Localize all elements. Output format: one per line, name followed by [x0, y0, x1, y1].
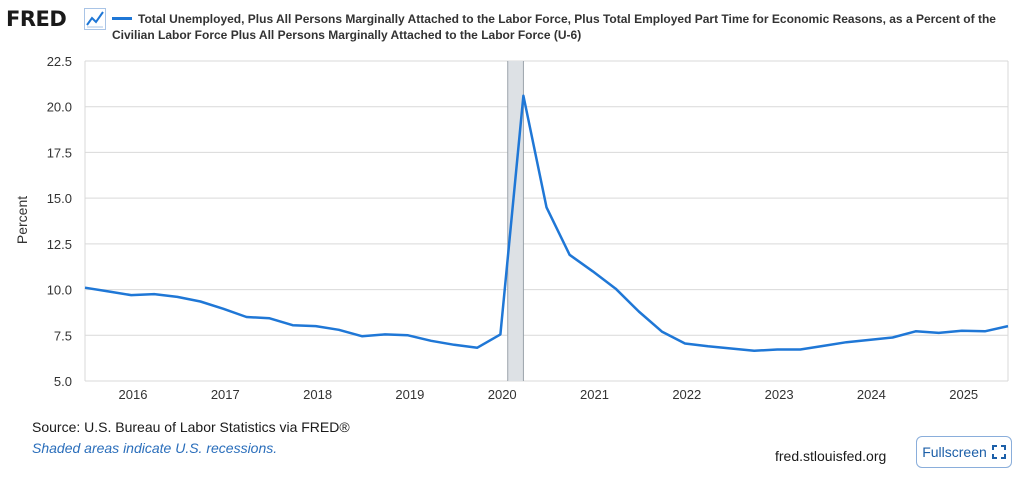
data-point[interactable]	[867, 337, 873, 343]
data-point[interactable]	[151, 291, 157, 297]
line-chart-icon	[84, 8, 106, 30]
data-point[interactable]	[959, 328, 965, 334]
data-point[interactable]	[382, 331, 388, 337]
data-point[interactable]	[82, 285, 88, 291]
data-point[interactable]	[567, 252, 573, 258]
x-tick-label: 2023	[765, 387, 794, 402]
grid-layer	[84, 60, 1009, 382]
data-point[interactable]	[1005, 323, 1011, 329]
data-point[interactable]	[220, 306, 226, 312]
data-point[interactable]	[497, 331, 503, 337]
y-tick-label: 15.0	[47, 191, 72, 206]
legend-label: Total Unemployed, Plus All Persons Margi…	[112, 12, 996, 42]
axis-layer: 5.0 7.5 10.0 12.5 15.0 17.5 20.0 22.5 2016 2017 20…	[47, 54, 978, 402]
legend-swatch	[112, 17, 132, 20]
y-tick-label: 5.0	[54, 374, 72, 389]
data-point[interactable]	[820, 343, 826, 349]
x-tick-label: 2020	[488, 387, 517, 402]
x-tick-label: 2019	[395, 387, 424, 402]
source-note: Source: U.S. Bureau of Labor Statistics …	[32, 419, 350, 435]
data-point[interactable]	[797, 347, 803, 353]
recession-note: Shaded areas indicate U.S. recessions.	[32, 440, 278, 456]
x-tick-label: 2021	[580, 387, 609, 402]
series-layer	[82, 93, 1011, 354]
data-point[interactable]	[336, 327, 342, 333]
fred-logo[interactable]: FRED	[6, 7, 67, 31]
data-point[interactable]	[613, 286, 619, 292]
data-point[interactable]	[913, 328, 919, 334]
fullscreen-button[interactable]: Fullscreen	[916, 436, 1012, 468]
data-point[interactable]	[105, 288, 111, 294]
y-tick-label: 17.5	[47, 145, 72, 160]
x-tick-label: 2016	[119, 387, 148, 402]
data-point[interactable]	[313, 323, 319, 329]
data-point[interactable]	[174, 294, 180, 300]
x-tick-label: 2018	[303, 387, 332, 402]
series-line	[84, 94, 1009, 353]
data-point[interactable]	[474, 345, 480, 351]
data-point[interactable]	[428, 338, 434, 344]
data-point[interactable]	[544, 204, 550, 210]
y-tick-label: 10.0	[47, 283, 72, 298]
data-point[interactable]	[197, 298, 203, 304]
x-tick-label: 2022	[672, 387, 701, 402]
data-point[interactable]	[590, 268, 596, 274]
expand-icon	[991, 445, 1006, 459]
data-point[interactable]	[244, 314, 250, 320]
data-point[interactable]	[359, 333, 365, 339]
data-point[interactable]	[982, 328, 988, 334]
x-tick-label: 2017	[211, 387, 240, 402]
data-point[interactable]	[636, 309, 642, 315]
y-tick-label: 20.0	[47, 100, 72, 115]
data-point[interactable]	[728, 345, 734, 351]
data-point[interactable]	[405, 332, 411, 338]
y-tick-label: 12.5	[47, 237, 72, 252]
data-point[interactable]	[682, 341, 688, 347]
x-tick-label: 2024	[857, 387, 886, 402]
y-tick-label: 7.5	[54, 328, 72, 343]
data-point[interactable]	[705, 343, 711, 349]
data-point[interactable]	[128, 292, 134, 298]
data-point[interactable]	[843, 339, 849, 345]
data-point[interactable]	[774, 347, 780, 353]
data-point[interactable]	[936, 330, 942, 336]
data-point[interactable]	[890, 334, 896, 340]
line-chart: 5.0 7.5 10.0 12.5 15.0 17.5 20.0 22.5 2016 2017 20…	[14, 54, 1011, 402]
y-tick-label: 22.5	[47, 54, 72, 69]
fullscreen-label: Fullscreen	[922, 444, 987, 460]
data-point[interactable]	[451, 342, 457, 348]
x-tick-label: 2025	[949, 387, 978, 402]
data-point[interactable]	[659, 329, 665, 335]
data-point[interactable]	[520, 93, 526, 99]
data-point[interactable]	[751, 348, 757, 354]
data-point[interactable]	[267, 315, 273, 321]
site-link[interactable]: fred.stlouisfed.org	[775, 448, 887, 464]
chart-legend: Total Unemployed, Plus All Persons Margi…	[112, 11, 1018, 43]
y-axis-title: Percent	[14, 196, 30, 244]
data-point[interactable]	[290, 322, 296, 328]
